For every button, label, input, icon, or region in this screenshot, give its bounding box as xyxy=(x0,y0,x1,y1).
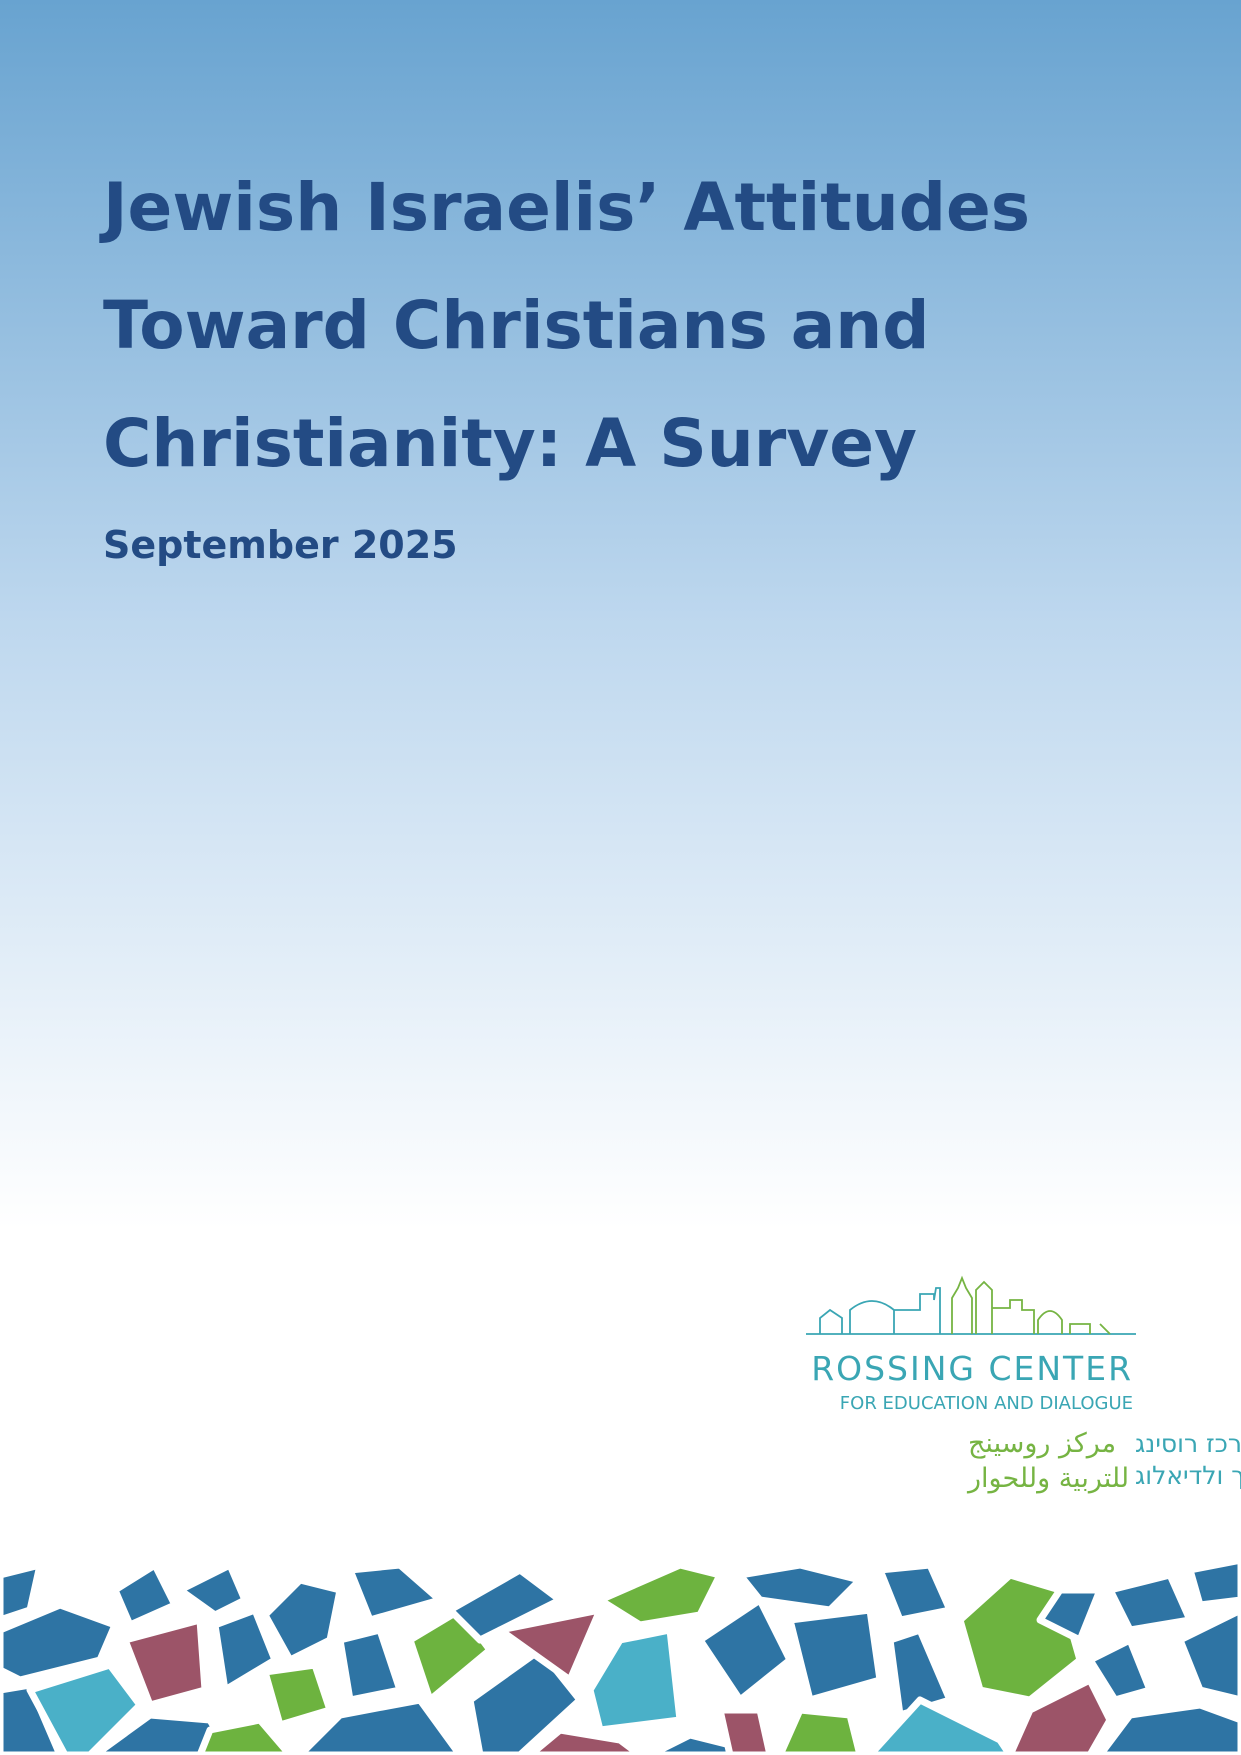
logo-name: ROSSING CENTER xyxy=(811,1349,1133,1388)
logo: ROSSING CENTER FOR EDUCATION AND DIALOGU… xyxy=(806,1275,1241,1494)
title-line: Jewish Israelis’ Attitudes xyxy=(99,169,1030,246)
skyline xyxy=(951,1275,1111,1335)
logo-tagline: FOR EDUCATION AND DIALOGUE xyxy=(840,1393,1133,1414)
title-line: Toward Christians and xyxy=(103,287,929,364)
logo-arabic: للتربية وللحوار xyxy=(966,1463,1129,1494)
logo-arabic: مركز روسينج xyxy=(968,1428,1116,1459)
skyline xyxy=(806,1287,1136,1335)
logo-hebrew: לחינוך ולדיאלוג xyxy=(1135,1461,1241,1490)
date: September 2025 xyxy=(103,523,458,567)
mosaic xyxy=(0,1556,1241,1755)
logo-hebrew: מרכז רוסינג xyxy=(1135,1429,1241,1458)
title-line: Christianity: A Survey xyxy=(103,405,917,482)
